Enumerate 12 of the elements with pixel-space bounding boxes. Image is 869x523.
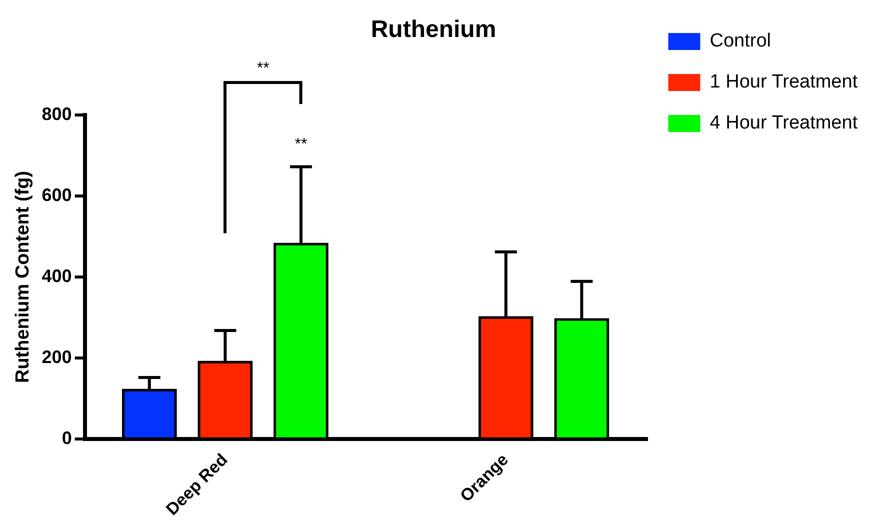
y-axis-title: Ruthenium Content (fg) [12, 170, 34, 384]
annotation: ** [294, 136, 308, 154]
legend-label: Control [710, 30, 771, 52]
y-tick-label: 200 [42, 347, 72, 368]
text: ** [256, 60, 270, 78]
y-tick-label: 0 [62, 428, 72, 448]
y-tick-label: 600 [42, 184, 72, 205]
y-tick-label: 400 [42, 266, 72, 286]
legend-label: 1 Hour Treatment [710, 72, 858, 93]
legend-label: 4 Hour Treatment [710, 112, 858, 134]
y-tick-label: 800 [42, 104, 72, 124]
chart-title: Ruthenium [370, 16, 496, 44]
